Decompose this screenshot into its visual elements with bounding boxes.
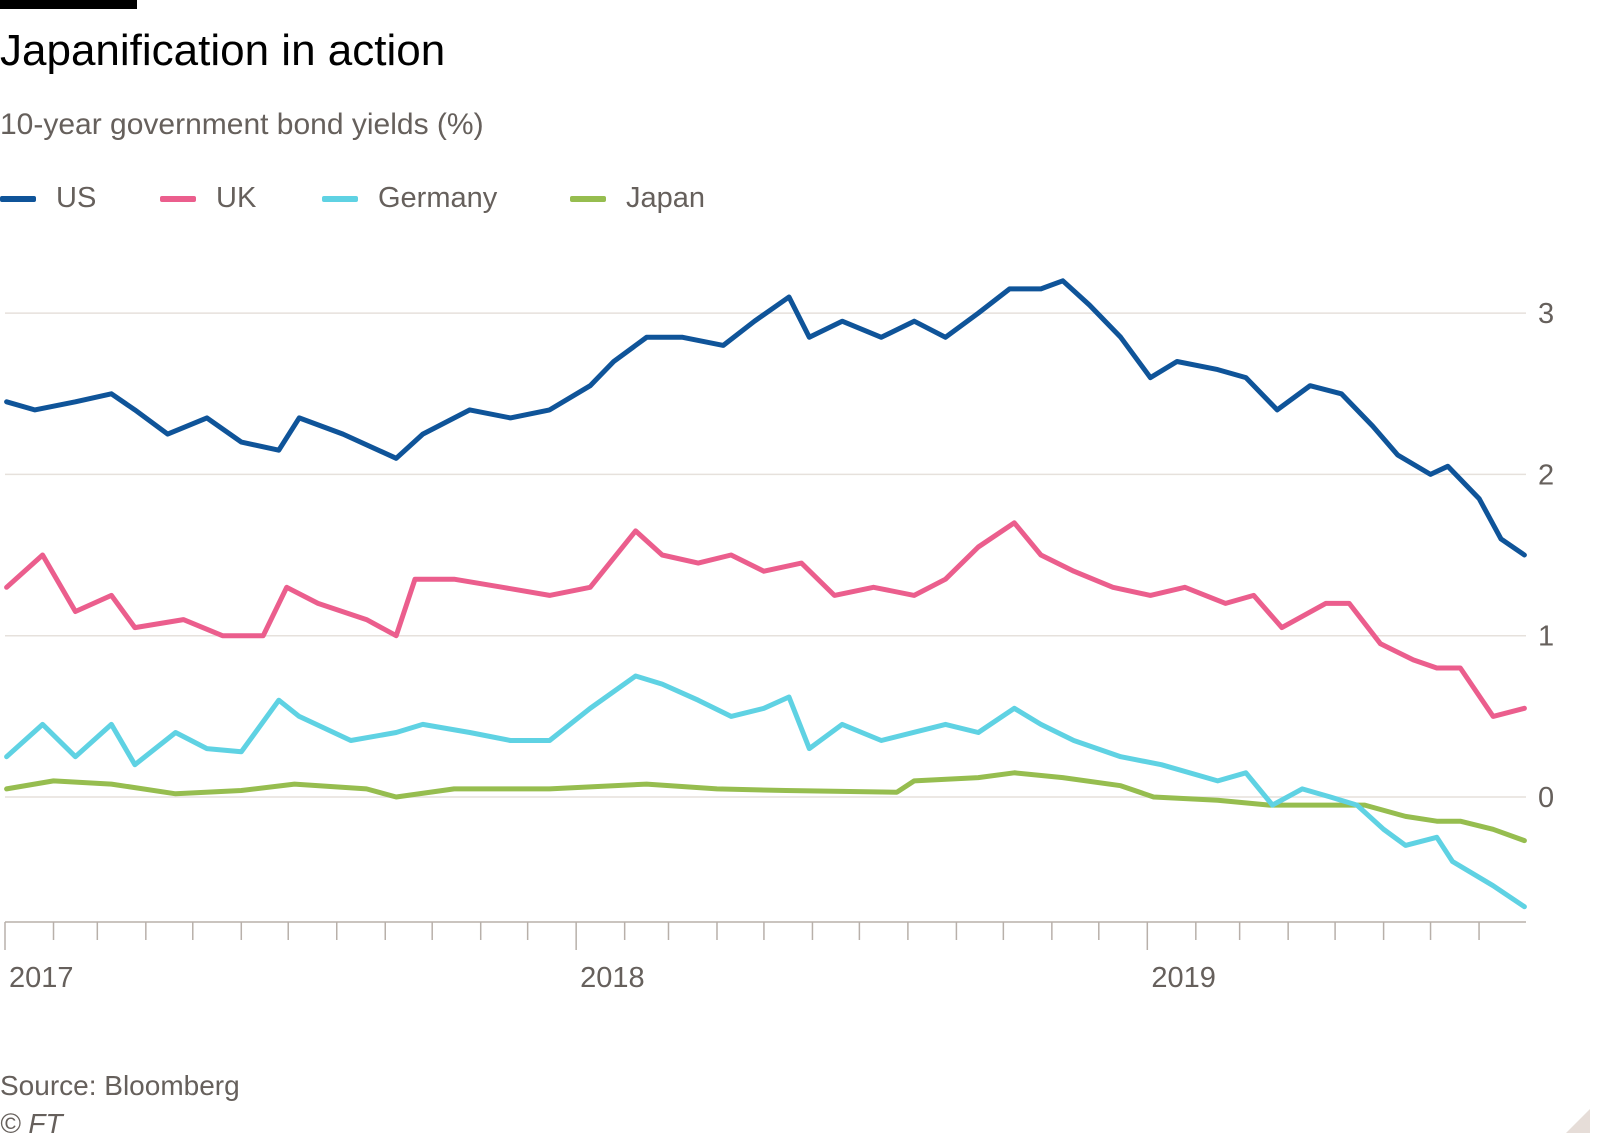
legend-swatch-uk xyxy=(160,195,196,202)
x-tick-label: 2017 xyxy=(9,962,74,994)
series-line-japan xyxy=(4,770,1527,844)
y-tick-label: 0 xyxy=(1538,782,1554,814)
source-note: Source: Bloomberg xyxy=(0,1070,240,1101)
legend-swatch-us xyxy=(0,195,36,202)
copyright-note: © FT xyxy=(0,1108,63,1139)
corner-mark xyxy=(1566,1109,1590,1133)
chart-subtitle: 10-year government bond yields (%) xyxy=(0,108,484,141)
legend-item-germany: Germany xyxy=(322,182,497,215)
legend-item-us: US xyxy=(0,182,96,215)
legend-swatch-germany xyxy=(322,195,358,202)
y-tick-label: 3 xyxy=(1538,298,1554,330)
legend-label-japan: Japan xyxy=(626,182,706,214)
top-rule xyxy=(0,0,137,9)
chart-title: Japanification in action xyxy=(0,26,446,75)
legend-swatch-japan xyxy=(570,195,606,202)
legend-label-germany: Germany xyxy=(378,182,498,214)
series-line-germany xyxy=(4,673,1527,910)
series-line-us xyxy=(4,278,1527,558)
series-line-uk xyxy=(4,520,1527,719)
legend-item-japan: Japan xyxy=(570,182,705,215)
x-tick-label: 2019 xyxy=(1151,962,1216,994)
legend-label-us: US xyxy=(56,182,97,214)
y-tick-label: 1 xyxy=(1538,621,1554,653)
line-chart: 0 1 2 3 2017 2018 2019 xyxy=(4,278,1554,994)
y-tick-label: 2 xyxy=(1538,459,1554,491)
legend-label-uk: UK xyxy=(216,182,257,214)
legend-item-uk: UK xyxy=(160,182,256,215)
x-tick-label: 2018 xyxy=(580,962,645,994)
